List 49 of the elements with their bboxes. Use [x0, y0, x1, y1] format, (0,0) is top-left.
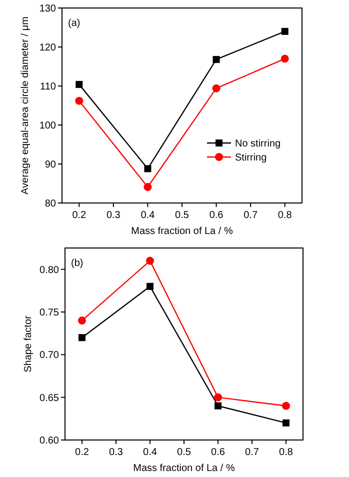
- point: [281, 28, 288, 35]
- x-tick-label: 0.4: [140, 210, 156, 221]
- y-tick-label: 0.60: [40, 436, 60, 446]
- x-axis-title: Mass fraction of La / %: [131, 226, 233, 237]
- y-tick-label: 130: [39, 4, 56, 14]
- y-tick-label: 0.70: [40, 350, 60, 362]
- point: [214, 402, 222, 410]
- x-tick-label: 0.6: [209, 210, 224, 221]
- annotation: (b): [71, 258, 84, 269]
- x-tick-label: 0.5: [175, 210, 190, 221]
- x-tick-label: 0.2: [75, 447, 90, 458]
- y-tick-label: 0.80: [40, 264, 60, 276]
- y-tick-label: 0.75: [40, 308, 60, 318]
- x-tick-label: 0.2: [72, 210, 87, 221]
- point: [75, 96, 84, 105]
- point: [146, 256, 154, 265]
- y-tick-label: 120: [39, 42, 56, 54]
- x-tick-label: 0.3: [106, 210, 121, 221]
- point: [280, 54, 289, 63]
- legend-label: No stirring: [235, 138, 281, 150]
- y-tick-label: 90: [44, 160, 56, 170]
- y-tick-label: 80: [44, 198, 56, 210]
- point: [282, 402, 290, 410]
- x-axis-title: Mass fraction of La / %: [133, 463, 235, 474]
- point: [146, 282, 154, 290]
- x-tick-label: 0.3: [109, 447, 124, 458]
- point: [144, 183, 152, 192]
- y-tick-label: 0.65: [40, 392, 60, 404]
- point: [78, 334, 86, 342]
- y-tick-label: 100: [39, 120, 56, 132]
- x-tick-label: 0.5: [177, 447, 192, 458]
- point: [76, 80, 83, 88]
- point: [214, 393, 222, 402]
- x-tick-label: 0.6: [211, 447, 226, 458]
- point: [144, 165, 152, 172]
- point: [78, 316, 86, 325]
- annotation: (a): [68, 18, 80, 29]
- x-tick-label: 0.8: [278, 210, 292, 221]
- x-tick-label: 0.8: [279, 447, 294, 458]
- x-tick-label: 0.7: [244, 210, 258, 221]
- point: [212, 84, 220, 92]
- legend-label: Stirring: [235, 152, 267, 164]
- y-axis-title: Average equal-area circle diameter / μm: [20, 16, 31, 194]
- y-axis-title: Shape factor: [23, 314, 34, 372]
- x-tick-label: 0.4: [143, 447, 158, 458]
- point: [282, 419, 290, 426]
- y-tick-label: 110: [40, 82, 56, 92]
- point: [212, 56, 220, 63]
- x-tick-label: 0.7: [245, 447, 260, 458]
